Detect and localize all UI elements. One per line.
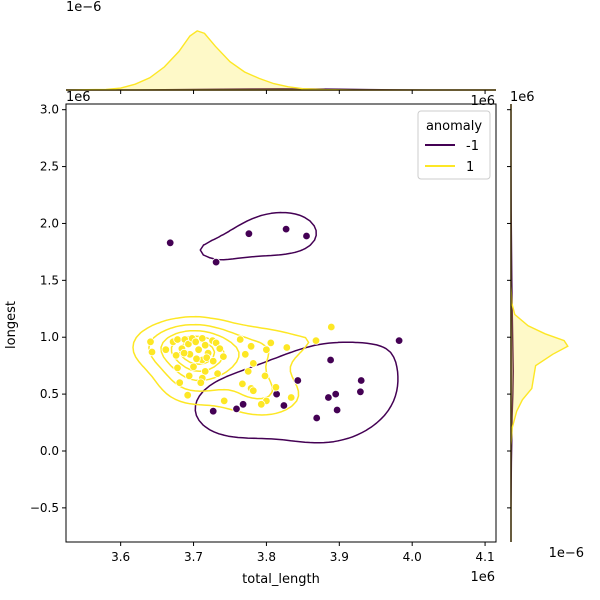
right-kde-pos [510, 104, 569, 542]
scatter-point-pos [183, 391, 192, 400]
scatter-point-pos [171, 351, 181, 360]
scatter-point-pos [189, 362, 198, 371]
scatter-point-neg [324, 393, 333, 402]
right-marginal-bottom-offset-label: 1e−6 [549, 546, 584, 561]
x-offset-label: 1e6 [470, 570, 495, 585]
y-tick-label: 1.5 [40, 273, 59, 287]
scatter-point-neg [165, 238, 175, 247]
scatter-point-pos [175, 378, 184, 387]
scatter-point-pos [311, 336, 321, 345]
right-marginal-kde [507, 104, 569, 542]
scatter-point-pos [249, 359, 258, 368]
scatter-point-pos [262, 345, 271, 354]
scatter-point-pos [173, 363, 182, 373]
x-tick-label: 4.0 [403, 550, 422, 564]
x-tick-label: 3.6 [111, 550, 130, 564]
kde-contour-pos-2 [160, 329, 240, 382]
scatter-point-neg [232, 404, 241, 414]
legend-label-pos: 1 [466, 160, 474, 175]
y-tick-label: 1.0 [40, 330, 59, 344]
y-offset-label: 1e6 [66, 90, 91, 105]
scatter-point-pos [200, 341, 210, 350]
top-marginal-right-offset-label: 1e6 [470, 94, 495, 109]
legend-title: anomaly [426, 119, 482, 134]
top-kde-pos [65, 30, 496, 91]
scatter-point-pos [219, 352, 228, 361]
scatter-point-pos [271, 383, 281, 392]
scatter-point-neg [302, 231, 311, 241]
scatter-point-pos [243, 367, 253, 376]
scatter-point-pos [161, 345, 170, 354]
x-tick-label: 4.1 [476, 550, 495, 564]
scatter-point-pos [202, 353, 211, 362]
scatter-point-pos [241, 350, 250, 359]
y-tick-label: 0.0 [40, 444, 59, 458]
scatter-point-pos [194, 345, 203, 354]
top-marginal-kde [65, 30, 496, 94]
scatter-point-pos [179, 348, 189, 358]
scatter-point-pos [213, 369, 222, 378]
scatter-point-neg [326, 355, 335, 365]
scatter-point-neg [356, 387, 365, 396]
scatter-point-pos [327, 322, 336, 332]
y-tick-label: 2.0 [40, 216, 59, 230]
scatter-point-pos [196, 378, 205, 387]
y-tick-label: 0.5 [40, 387, 59, 401]
scatter-point-neg [312, 413, 321, 423]
scatter-point-pos [191, 337, 200, 346]
scatter-point-neg [357, 376, 366, 385]
x-tick-label: 3.9 [330, 550, 349, 564]
legend-label-neg: -1 [466, 139, 479, 154]
x-tick-label: 3.8 [257, 550, 276, 564]
scatter-point-pos [147, 347, 157, 357]
scatter-point-pos [208, 356, 218, 366]
scatter-point-neg [211, 257, 221, 267]
scatter-point-neg [331, 389, 340, 399]
x-axis-label: total_length [242, 572, 320, 587]
scatter-point-pos [266, 338, 275, 348]
scatter-point-neg [332, 405, 342, 415]
scatter-point-pos [215, 344, 224, 353]
y-axis-label: longest [4, 301, 19, 349]
scatter-point-neg [244, 229, 254, 238]
main-scatter-plot: 3.6 3.7 3.8 3.9 4.0 4.1 −0.5 0.0 0.5 1.0 1.5 2.0 2.… [4, 90, 497, 587]
scatter-point-pos [238, 379, 247, 389]
right-marginal-offset-label: 1e6 [510, 90, 535, 105]
x-axis-ticks: 3.6 3.7 3.8 3.9 4.0 4.1 [111, 542, 495, 564]
scatter-point-neg [293, 376, 302, 385]
scatter-point-pos [246, 342, 256, 351]
x-tick-label: 3.7 [184, 550, 203, 564]
scatter-point-neg [281, 224, 291, 234]
scatter-point-pos [249, 386, 258, 395]
top-marginal-offset-label: 1e−6 [66, 0, 101, 15]
scatter-point-pos [184, 371, 194, 381]
scatter-point-pos [257, 400, 266, 409]
scatter-point-neg [208, 407, 218, 416]
scatter-point-pos [192, 354, 201, 363]
scatter-point-pos [235, 335, 245, 344]
scatter-point-pos [260, 371, 270, 381]
plot-frame [65, 103, 497, 543]
y-tick-label: −0.5 [30, 501, 59, 515]
scatter-point-pos [146, 337, 155, 346]
y-axis-ticks: −0.5 0.0 0.5 1.0 1.5 2.0 2.5 3.0 [30, 103, 66, 515]
scatter-point-pos [282, 343, 291, 352]
scatter-point-neg [238, 400, 248, 409]
scatter-point-neg [394, 336, 404, 345]
legend: anomaly -1 1 [417, 110, 491, 180]
scatter-point-neg [279, 401, 289, 410]
scatter-point-pos [219, 396, 229, 406]
scatter-point-pos [173, 335, 182, 344]
scatter-points [146, 224, 404, 423]
y-tick-label: 3.0 [40, 103, 59, 117]
y-tick-label: 2.5 [40, 160, 59, 174]
scatter-point-pos [287, 393, 296, 402]
